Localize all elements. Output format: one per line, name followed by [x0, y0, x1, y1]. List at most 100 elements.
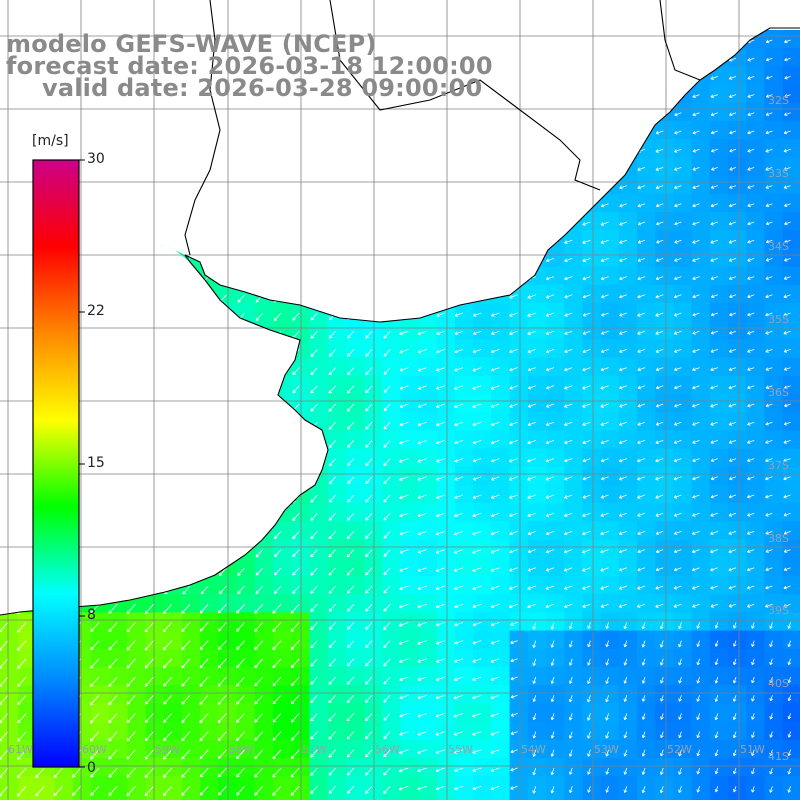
wind-arrow — [674, 258, 682, 262]
wind-cell — [382, 794, 401, 800]
wind-cell — [473, 448, 492, 468]
wind-cell — [473, 685, 492, 704]
wind-cell — [600, 539, 620, 559]
wind-cell — [764, 448, 784, 468]
wind-arrow — [655, 167, 664, 171]
wind-cell — [491, 394, 511, 413]
wind-cell — [527, 794, 547, 800]
wind-cell — [455, 503, 474, 522]
wind-cell — [564, 703, 583, 723]
wind-cell — [673, 448, 693, 468]
wind-cell — [36, 794, 56, 800]
wind-cell — [473, 612, 492, 632]
wind-cell — [709, 430, 729, 450]
wind-cell — [564, 394, 583, 413]
wind-cell — [746, 721, 765, 741]
wind-cell — [509, 321, 529, 340]
wind-cell — [764, 303, 784, 322]
wind-cell — [546, 594, 565, 613]
wind-cell — [746, 357, 765, 377]
wind-cell — [764, 175, 784, 195]
wind-cell — [709, 375, 729, 395]
wind-cell — [473, 576, 492, 595]
wind-cell — [582, 466, 602, 486]
wind-cell — [473, 321, 492, 340]
wind-arrow — [674, 112, 682, 117]
wind-arrow — [765, 185, 773, 189]
wind-arrow — [674, 167, 682, 171]
wind-cell — [728, 794, 747, 800]
wind-cell — [455, 648, 474, 668]
wind-cell — [455, 521, 474, 541]
wind-cell — [782, 248, 800, 268]
wind-cell — [564, 776, 583, 795]
wind-arrow — [710, 258, 718, 262]
wind-arrow — [710, 112, 718, 117]
wind-cell — [509, 303, 529, 322]
wind-cell — [527, 648, 547, 668]
wind-cell — [527, 539, 547, 559]
wind-cell — [600, 721, 620, 741]
wind-cell — [546, 339, 565, 359]
wind-cell — [764, 321, 784, 340]
wind-arrow — [765, 39, 773, 44]
wind-cell — [436, 758, 456, 777]
wind-cell — [691, 230, 711, 249]
wind-cell — [728, 521, 747, 541]
wind-cell — [491, 339, 511, 359]
wind-cell — [418, 703, 438, 723]
wind-cell — [746, 776, 765, 795]
wind-arrow — [692, 239, 700, 244]
wind-cell — [418, 776, 438, 795]
wind-cell — [728, 139, 747, 158]
wind-arrow — [747, 76, 755, 80]
wind-arrow — [784, 112, 791, 116]
wind-arrow — [619, 203, 627, 208]
wind-cell — [691, 776, 711, 795]
wind-cell — [782, 703, 800, 723]
wind-cell — [618, 594, 638, 613]
wind-cell — [709, 576, 729, 595]
wind-cell — [782, 121, 800, 140]
wind-cell — [527, 394, 547, 413]
wind-cell — [455, 739, 474, 759]
wind-cell — [728, 557, 747, 577]
wind-cell — [655, 448, 674, 468]
wind-arrow — [619, 239, 627, 244]
wind-cell — [764, 230, 784, 249]
wind-cell — [691, 758, 711, 777]
wind-cell — [709, 521, 729, 541]
wind-cell — [764, 193, 784, 213]
wind-cell — [600, 303, 620, 322]
wind-arrow — [783, 130, 791, 135]
wind-cell — [455, 703, 474, 723]
wind-cell — [637, 776, 656, 795]
wind-arrow — [710, 185, 718, 189]
wind-cell — [600, 339, 620, 359]
wind-cell — [491, 612, 511, 632]
wind-cell — [455, 557, 474, 577]
wind-cell — [728, 121, 747, 140]
wind-cell — [509, 539, 529, 559]
wind-cell — [637, 466, 656, 486]
wind-cell — [400, 630, 420, 650]
wind-cell — [455, 375, 474, 395]
wind-cell — [455, 485, 474, 504]
wind-cell — [691, 503, 711, 522]
wind-cell — [764, 30, 784, 49]
wind-cell — [728, 375, 747, 395]
wind-cell — [746, 430, 765, 450]
wind-cell — [673, 685, 693, 704]
wind-cell — [582, 230, 602, 249]
wind-cell — [618, 685, 638, 704]
wind-cell — [491, 703, 511, 723]
wind-cell — [746, 303, 765, 322]
wind-cell — [709, 503, 729, 522]
wind-arrow — [729, 167, 737, 171]
wind-cell — [491, 375, 511, 395]
wind-cell — [655, 667, 674, 686]
wind-cell — [527, 576, 547, 595]
lat-label: 34S — [768, 240, 789, 253]
wind-cell — [655, 339, 674, 359]
wind-arrow — [747, 112, 755, 117]
